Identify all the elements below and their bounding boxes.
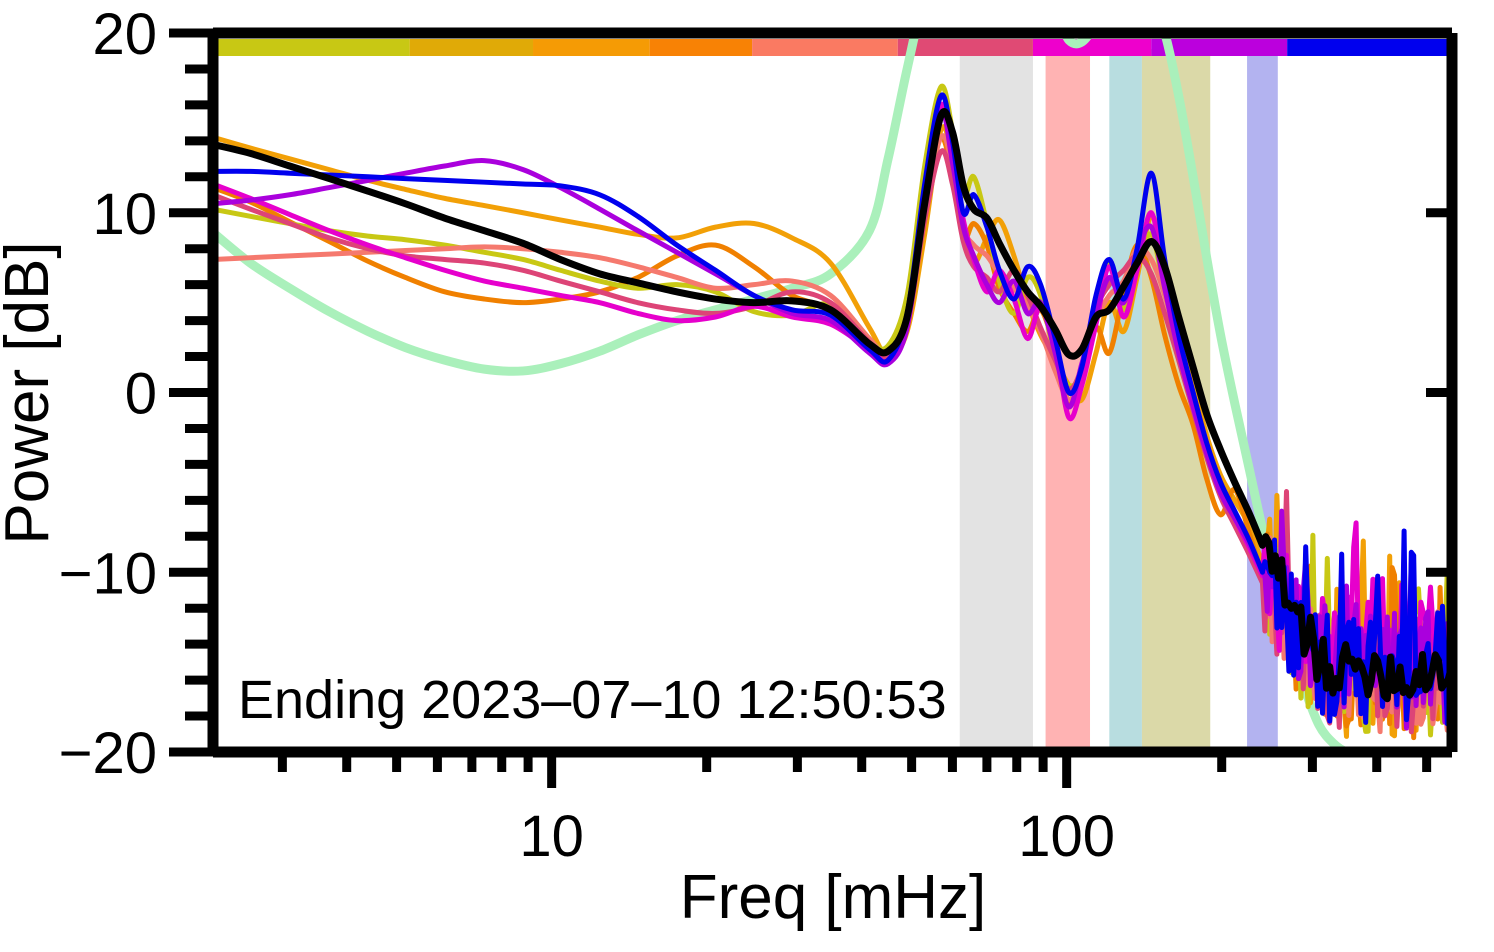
y-tick-label-20: 20 — [92, 2, 157, 67]
y-tick-label-10: 10 — [92, 182, 157, 247]
colorbar-segment-1 — [409, 39, 534, 56]
colorbar-segment-2 — [533, 39, 650, 56]
colorbar-segment-0 — [213, 39, 410, 56]
y-tick-label--10: −10 — [59, 541, 157, 606]
series-mean-black — [213, 108, 1452, 703]
x-tick-label-10: 10 — [519, 804, 584, 869]
axis-ticks-layer — [169, 28, 1452, 788]
y-axis-label: Power [dB] — [0, 241, 62, 544]
ending-timestamp-annotation: Ending 2023–07–10 12:50:53 — [238, 670, 947, 730]
series-trace-blue — [213, 92, 1452, 727]
x-axis-label: Freq [mHz] — [680, 863, 987, 932]
y-tick-label--20: −20 — [59, 721, 157, 786]
x-tick-label-100: 100 — [1018, 804, 1115, 869]
colorbar-segment-5 — [897, 39, 1033, 56]
band-gray — [959, 49, 1033, 752]
colorbar-segment-8 — [1287, 39, 1452, 56]
colorbar-segment-3 — [649, 39, 753, 56]
colorbar-layer — [213, 39, 1452, 56]
colorbar-segment-6 — [1032, 39, 1152, 56]
series-trace-crimson — [213, 148, 1452, 735]
spectral-curves-layer — [213, 33, 1452, 752]
colorbar-segment-4 — [752, 39, 898, 56]
band-lavender — [1247, 49, 1278, 752]
shaded-bands-layer — [959, 49, 1278, 752]
colorbar-segment-7 — [1151, 39, 1288, 56]
y-tick-label-0: 0 — [125, 362, 157, 427]
band-cyan — [1109, 49, 1142, 752]
